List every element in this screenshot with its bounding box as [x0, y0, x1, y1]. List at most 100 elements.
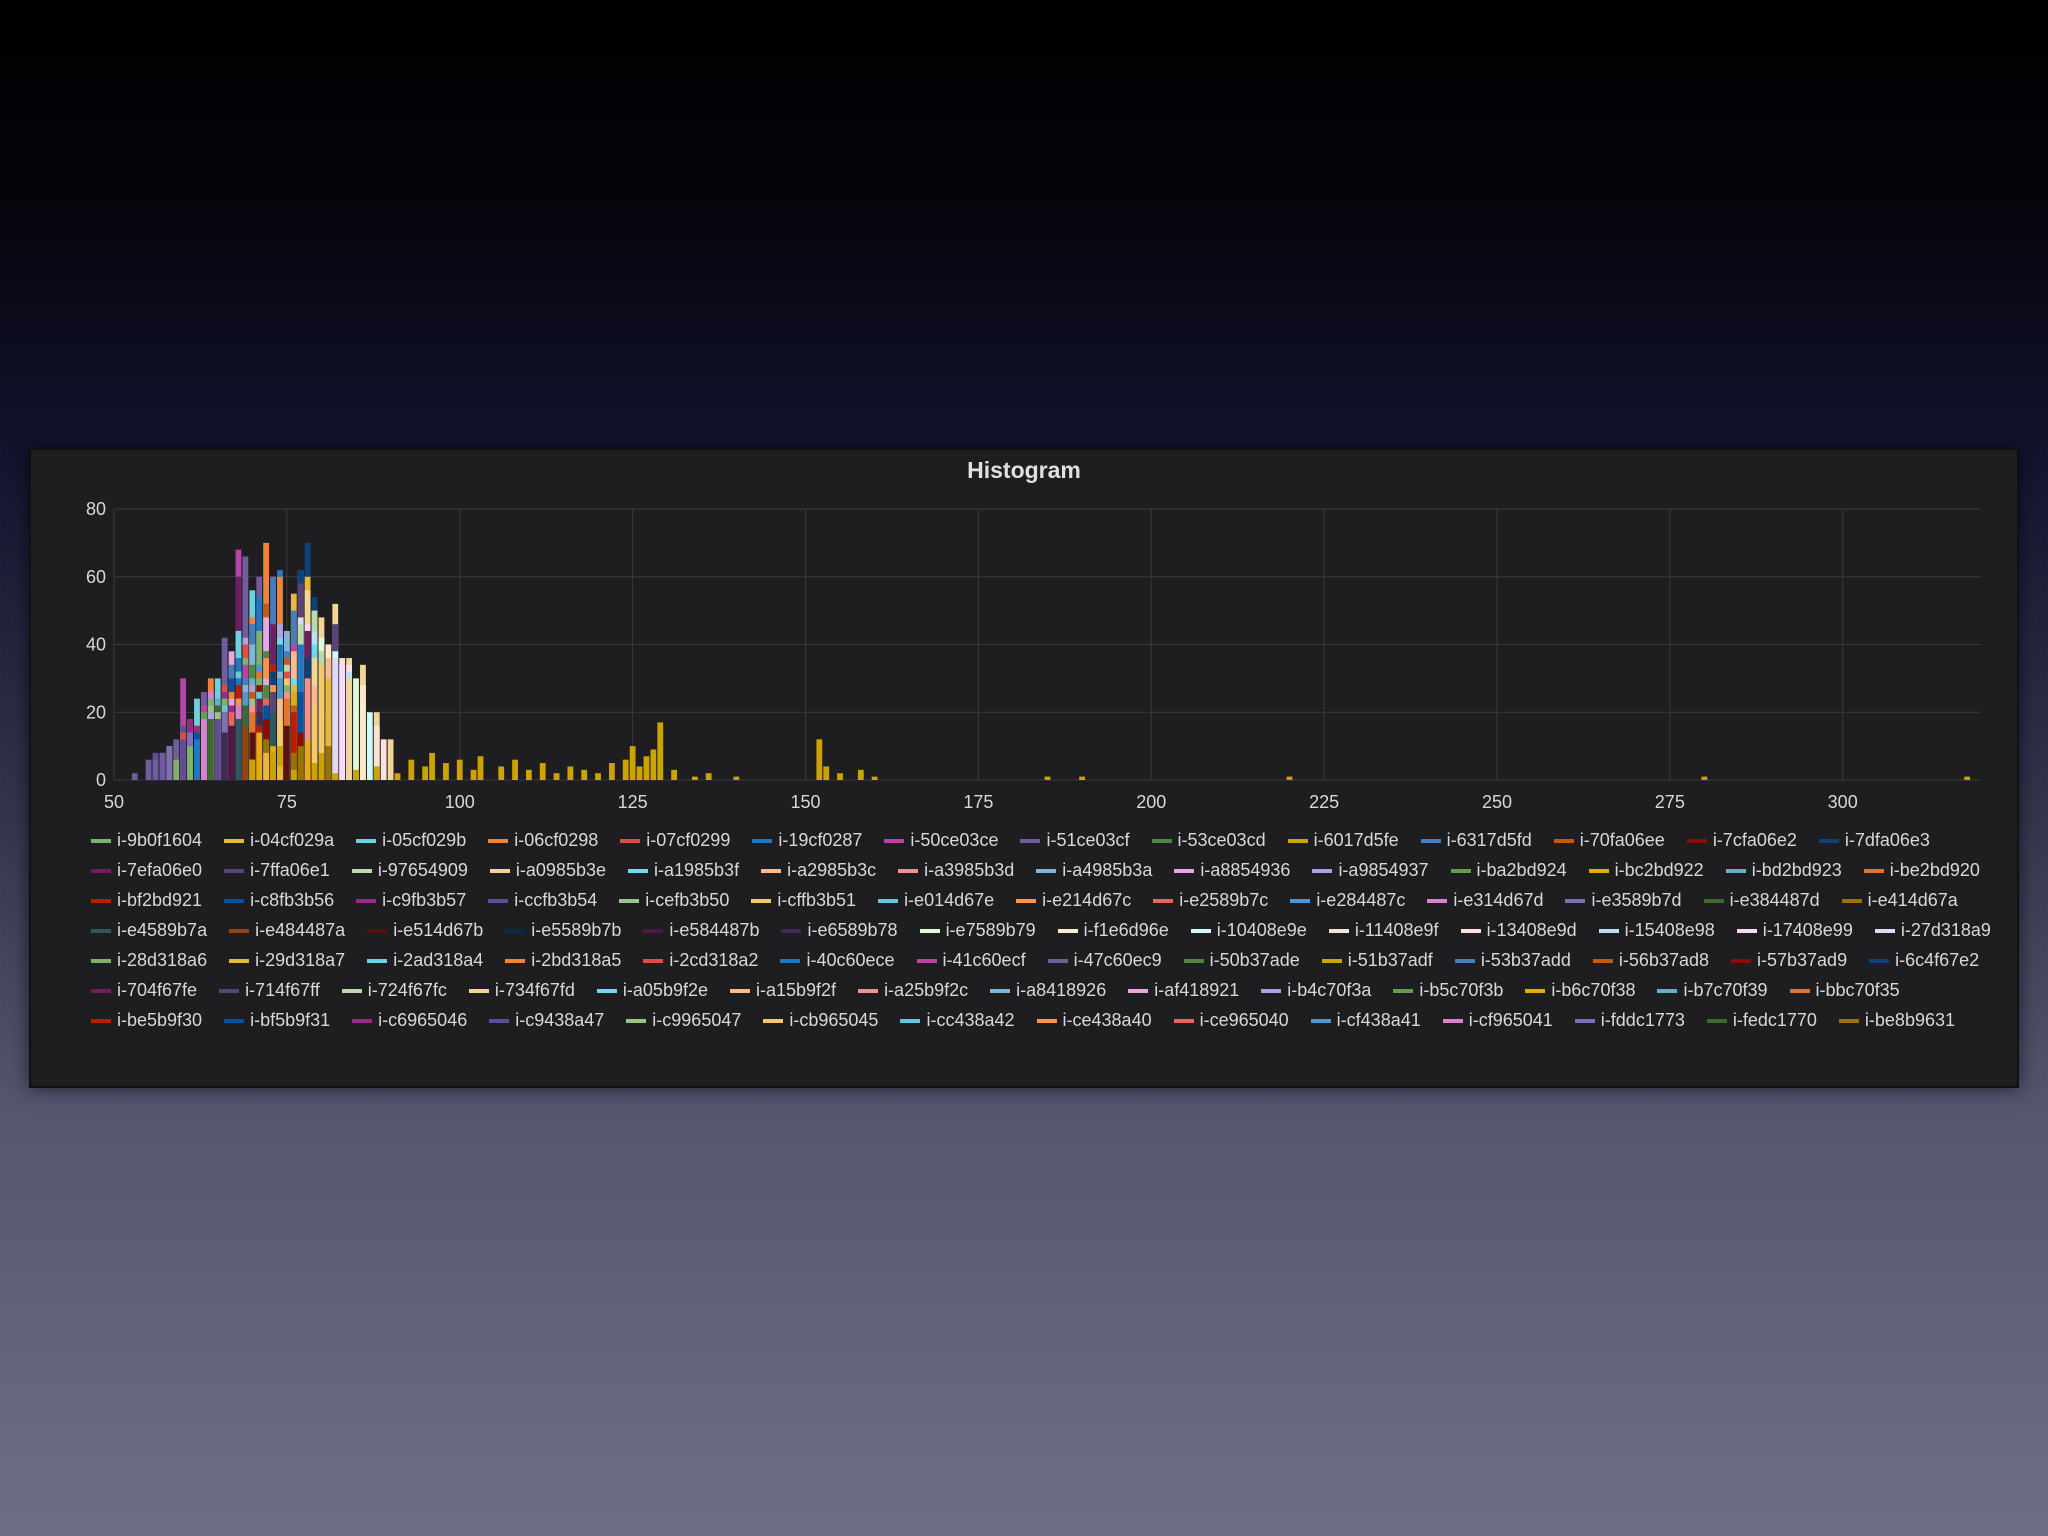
legend-item[interactable]: i-c9fb3b57 [356, 890, 466, 911]
legend-item[interactable]: i-e6589b78 [781, 920, 898, 941]
legend-item[interactable]: i-53b37add [1454, 950, 1571, 971]
legend-item[interactable]: i-be2bd920 [1863, 860, 1980, 881]
legend-item[interactable]: i-97654909 [351, 860, 468, 881]
legend-item[interactable]: i-b6c70f38 [1525, 980, 1635, 1001]
legend-item[interactable]: i-04cf029a [224, 830, 334, 851]
legend-item[interactable]: i-ce965040 [1173, 1010, 1289, 1031]
legend-item[interactable]: i-a1985b3f [628, 860, 739, 881]
legend-item[interactable]: i-56b37ad8 [1592, 950, 1709, 971]
legend-item[interactable]: i-06cf0298 [488, 830, 598, 851]
legend-item[interactable]: i-bf5b9f31 [224, 1010, 330, 1031]
legend-item[interactable]: i-41c60ecf [916, 950, 1026, 971]
legend-item[interactable]: i-7efa06e0 [91, 860, 202, 881]
legend-item[interactable]: i-e3589b7d [1565, 890, 1682, 911]
legend-item[interactable]: i-bc2bd922 [1588, 860, 1704, 881]
legend-item[interactable]: i-714f67ff [219, 980, 320, 1001]
legend-item[interactable]: i-a8418926 [990, 980, 1106, 1001]
legend-item[interactable]: i-7ffa06e1 [224, 860, 330, 881]
legend-item[interactable]: i-cf438a41 [1310, 1010, 1421, 1031]
legend-item[interactable]: i-a15b9f2f [730, 980, 836, 1001]
legend-item[interactable]: i-11408e9f [1328, 920, 1439, 941]
legend-item[interactable]: i-fedc1770 [1706, 1010, 1817, 1031]
legend-item[interactable]: i-bd2bd923 [1725, 860, 1842, 881]
legend-item[interactable]: i-a8854936 [1174, 860, 1290, 881]
legend-item[interactable]: i-70fa06ee [1553, 830, 1665, 851]
legend-item[interactable]: i-e2589b7c [1153, 890, 1268, 911]
legend-item[interactable]: i-e484487a [229, 920, 345, 941]
legend-item[interactable]: i-c8fb3b56 [224, 890, 334, 911]
legend-item[interactable]: i-7dfa06e3 [1818, 830, 1930, 851]
legend-item[interactable]: i-ba2bd924 [1450, 860, 1567, 881]
legend-item[interactable]: i-af418921 [1128, 980, 1239, 1001]
legend-item[interactable]: i-51b37adf [1321, 950, 1433, 971]
legend-item[interactable]: i-cc438a42 [900, 1010, 1015, 1031]
legend-item[interactable]: i-e7589b79 [919, 920, 1036, 941]
legend-item[interactable]: i-734f67fd [468, 980, 575, 1001]
legend-item[interactable]: i-19cf0287 [752, 830, 862, 851]
legend-item[interactable]: i-50b37ade [1183, 950, 1300, 971]
legend-item[interactable]: i-a2985b3c [761, 860, 876, 881]
legend-item[interactable]: i-29d318a7 [229, 950, 345, 971]
legend-item[interactable]: i-a9854937 [1312, 860, 1429, 881]
legend-item[interactable]: i-2ad318a4 [367, 950, 483, 971]
legend-item[interactable]: i-724f67fc [341, 980, 447, 1001]
legend-item[interactable]: i-cf965041 [1442, 1010, 1553, 1031]
legend-label: i-e014d67e [904, 890, 995, 910]
legend-item[interactable]: i-50ce03ce [884, 830, 998, 851]
legend-item[interactable]: i-2bd318a5 [505, 950, 621, 971]
legend-item[interactable]: i-c9965047 [626, 1010, 741, 1031]
legend-item[interactable]: i-a4985b3a [1036, 860, 1152, 881]
legend-item[interactable]: i-a25b9f2c [858, 980, 968, 1001]
legend-item[interactable]: i-b7c70f39 [1657, 980, 1768, 1001]
legend-item[interactable]: i-cffb3b51 [751, 890, 856, 911]
legend-item[interactable]: i-e414d67a [1841, 890, 1958, 911]
legend-item[interactable]: i-53ce03cd [1151, 830, 1266, 851]
legend-item[interactable]: i-57b37ad9 [1731, 950, 1847, 971]
legend-item[interactable]: i-b5c70f3b [1393, 980, 1503, 1001]
legend-item[interactable]: i-704f67fe [91, 980, 197, 1001]
legend-item[interactable]: i-f1e6d96e [1057, 920, 1169, 941]
legend-item[interactable]: i-47c60ec9 [1047, 950, 1162, 971]
legend-item[interactable]: i-27d318a9 [1874, 920, 1991, 941]
legend-item[interactable]: i-e384487d [1703, 890, 1820, 911]
legend-item[interactable]: i-a05b9f2e [596, 980, 708, 1001]
legend-item[interactable]: i-ccfb3b54 [488, 890, 597, 911]
legend-item[interactable]: i-05cf029b [356, 830, 466, 851]
legend-item[interactable]: i-be8b9631 [1838, 1010, 1955, 1031]
legend-item[interactable]: i-17408e99 [1736, 920, 1853, 941]
legend-item[interactable]: i-e584487b [643, 920, 759, 941]
legend-item[interactable]: i-e314d67d [1427, 890, 1543, 911]
legend-item[interactable]: i-a3985b3d [898, 860, 1014, 881]
legend-item[interactable]: i-07cf0299 [620, 830, 730, 851]
histogram-bar [360, 685, 366, 780]
legend-item[interactable]: i-bbc70f35 [1789, 980, 1900, 1001]
legend-item[interactable]: i-ce438a40 [1036, 1010, 1152, 1031]
legend-item[interactable]: i-b4c70f3a [1261, 980, 1371, 1001]
legend-item[interactable]: i-9b0f1604 [91, 830, 202, 851]
legend-item[interactable]: i-2cd318a2 [643, 950, 758, 971]
legend-item[interactable]: i-e514d67b [367, 920, 483, 941]
legend-item[interactable]: i-e4589b7a [91, 920, 207, 941]
legend-item[interactable]: i-10408e9e [1190, 920, 1307, 941]
legend-item[interactable]: i-28d318a6 [91, 950, 207, 971]
legend-item[interactable]: i-be5b9f30 [91, 1010, 202, 1031]
legend-item[interactable]: i-c9438a47 [489, 1010, 604, 1031]
legend-item[interactable]: i-e284487c [1290, 890, 1405, 911]
legend-item[interactable]: i-7cfa06e2 [1686, 830, 1797, 851]
legend-item[interactable]: i-fddc1773 [1574, 1010, 1685, 1031]
legend-item[interactable]: i-c6965046 [352, 1010, 467, 1031]
legend-item[interactable]: i-51ce03cf [1020, 830, 1130, 851]
legend-item[interactable]: i-40c60ece [780, 950, 895, 971]
legend-item[interactable]: i-6317d5fd [1420, 830, 1532, 851]
legend-item[interactable]: i-6017d5fe [1287, 830, 1399, 851]
legend-item[interactable]: i-e014d67e [878, 890, 994, 911]
legend-item[interactable]: i-cefb3b50 [619, 890, 729, 911]
legend-item[interactable]: i-6c4f67e2 [1869, 950, 1979, 971]
legend-item[interactable]: i-15408e98 [1598, 920, 1715, 941]
legend-item[interactable]: i-a0985b3e [489, 860, 606, 881]
legend-item[interactable]: i-13408e9d [1460, 920, 1577, 941]
legend-item[interactable]: i-e214d67c [1016, 890, 1131, 911]
legend-item[interactable]: i-cb965045 [763, 1010, 878, 1031]
legend-item[interactable]: i-e5589b7b [505, 920, 621, 941]
legend-item[interactable]: i-bf2bd921 [91, 890, 202, 911]
